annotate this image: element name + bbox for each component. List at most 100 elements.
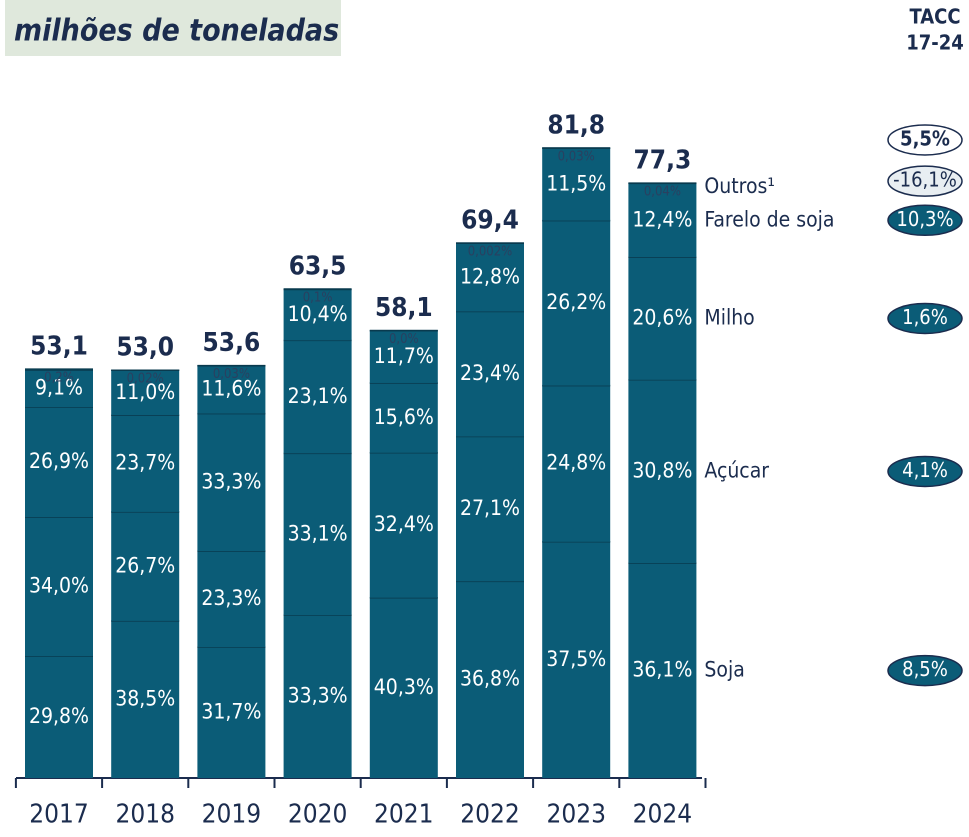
bar-segment [111, 370, 180, 416]
segment-label: 11,7% [374, 344, 434, 368]
cagr-label: -16,1% [893, 168, 957, 192]
cagr-label: 8,5% [902, 657, 948, 681]
segment-label: 38,5% [115, 686, 175, 710]
title-background [5, 0, 341, 56]
total-label: 53,1 [30, 332, 88, 362]
segment-label: 11,6% [201, 377, 261, 401]
x-tick-label: 2020 [288, 800, 348, 830]
cagr-label: 5,5% [900, 126, 950, 150]
segment-label: 31,7% [201, 700, 261, 724]
cagr-header: 17-24 [906, 31, 964, 55]
segment-label: 0,03% [213, 367, 250, 382]
bar-segment [283, 615, 352, 778]
segment-label: 32,4% [374, 512, 434, 536]
chart-title: milhões de toneladas [14, 14, 339, 49]
bar-segment [283, 453, 352, 616]
segment-label: 0,2% [44, 371, 74, 386]
segment-label: 26,2% [546, 290, 606, 314]
bar-segment [628, 563, 697, 778]
segment-label: 33,1% [288, 521, 348, 545]
segment-label: 0,002% [468, 245, 513, 260]
total-label: 58,1 [375, 293, 433, 323]
bar-segment [111, 415, 180, 512]
bar-segment [25, 656, 93, 778]
segment-label: 34,0% [29, 574, 89, 598]
segment-label: 27,1% [460, 496, 520, 520]
legend-label: Milho [704, 305, 754, 329]
x-tick-label: 2022 [460, 800, 520, 830]
cagr-oval [887, 124, 963, 156]
bar-segment [197, 413, 266, 552]
cagr-label: 1,6% [902, 305, 948, 329]
bar-segment [628, 379, 697, 564]
cagr-oval [887, 165, 963, 197]
segment-label: 36,1% [632, 658, 692, 682]
cagr-label: 10,3% [896, 207, 953, 231]
bar-segment [369, 452, 438, 598]
bar-segment [369, 330, 438, 383]
total-label: 81,8 [547, 110, 605, 140]
bar-segment [197, 647, 266, 778]
total-label: 63,5 [289, 252, 347, 282]
cagr-oval [887, 455, 963, 488]
bar-segment [456, 311, 524, 437]
bar-segment [542, 148, 611, 221]
bar-segment [197, 551, 266, 648]
segment-label: 20,6% [632, 305, 692, 329]
bar-segment [111, 511, 180, 621]
segment-label: 36,8% [460, 667, 520, 691]
bar-segment [628, 257, 697, 380]
segment-label: 26,9% [29, 449, 89, 473]
legend-label: Farelo de soja [704, 207, 834, 231]
bar-segment [456, 436, 524, 582]
bar-segment [369, 597, 438, 778]
segment-label: 0,1% [303, 291, 333, 306]
legend-label: Outros¹ [704, 174, 775, 198]
segment-label: 29,8% [29, 704, 89, 728]
x-tick-label: 2023 [546, 800, 606, 830]
legend-label: Açúcar [704, 458, 769, 482]
cagr-oval [887, 302, 963, 335]
bar-segment [542, 541, 611, 778]
segment-label: 11,0% [115, 380, 175, 404]
segment-label: 24,8% [546, 451, 606, 475]
segment-label: 0,0% [389, 332, 419, 347]
bar-segment [542, 385, 611, 542]
bar-segment [628, 183, 697, 258]
segment-label: 23,1% [288, 384, 348, 408]
legend-label: Soja [704, 658, 744, 682]
total-label: 69,4 [461, 206, 519, 236]
bar-segment [456, 243, 524, 312]
bar-segment [283, 289, 352, 341]
x-tick-label: 2018 [115, 800, 175, 830]
bar-segment [25, 517, 93, 657]
x-tick-label: 2017 [29, 800, 89, 830]
segment-label: 12,4% [632, 207, 692, 231]
bar-segment [456, 581, 524, 778]
segment-label: 9,1% [35, 376, 83, 400]
x-tick-label: 2021 [374, 800, 434, 830]
x-tick-label: 2024 [633, 800, 693, 830]
segment-label: 23,3% [201, 586, 261, 610]
segment-label: 12,8% [460, 264, 520, 288]
segment-label: 37,5% [546, 647, 606, 671]
bar-segment [542, 220, 611, 386]
bar-segment [283, 340, 352, 454]
bar-segment [369, 382, 438, 453]
segment-label: 33,3% [288, 684, 348, 708]
segment-label: 40,3% [374, 675, 434, 699]
segment-label: 15,6% [374, 405, 434, 429]
x-tick-label: 2019 [202, 800, 262, 830]
segment-label: 0,02% [127, 372, 164, 387]
cagr-header: TACC [909, 5, 960, 29]
segment-label: 26,7% [115, 553, 175, 577]
segment-label: 0,04% [644, 185, 681, 200]
segment-label: 11,5% [546, 171, 606, 195]
total-label: 53,6 [203, 328, 261, 358]
segment-label: 0,03% [558, 149, 595, 164]
segment-label: 33,3% [201, 469, 261, 493]
total-label: 77,3 [634, 146, 692, 176]
segment-label: 10,4% [288, 302, 348, 326]
bar-segment [25, 369, 93, 408]
